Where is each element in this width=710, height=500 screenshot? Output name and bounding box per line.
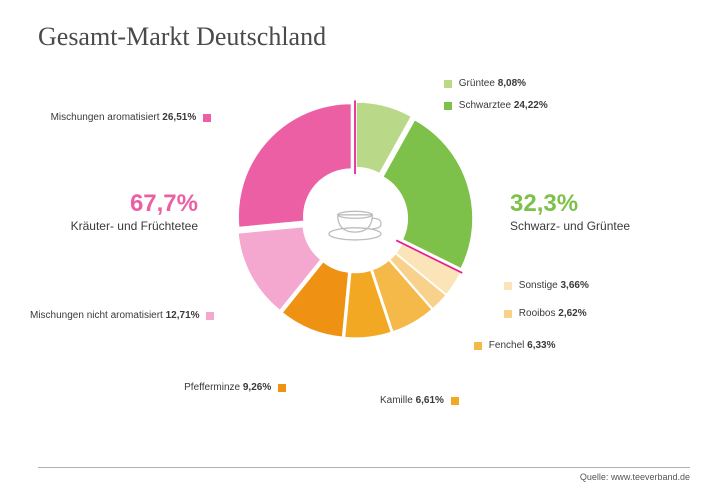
swatch-sonstige [504,282,512,290]
group-right-pct: 32,3% [510,190,630,219]
infographic-frame: Gesamt-Markt Deutschland 67,7% Kräuter- … [0,0,710,500]
swatch-pfefferminze [278,384,286,392]
swatch-gruentee [444,80,452,88]
slice-label-schwarztee: Schwarztee 24,22% [440,100,548,111]
swatch-schwarztee [444,102,452,110]
slice-label-fenchel: Fenchel 6,33% [470,340,556,351]
source-line: Quelle: www.teeverband.de [38,467,690,482]
slice-label-sonstige: Sonstige 3,66% [500,280,589,291]
slice-label-gruentee: Grüntee 8,08% [440,78,526,89]
slice-label-misch-arom: Mischungen aromatisiert 26,51% [45,112,215,123]
swatch-kamille [451,397,459,405]
group-label-left: 67,7% Kräuter- und Früchtetee [58,190,198,233]
slice-label-pfefferminze: Pfefferminze 9,26% [160,382,290,393]
source-prefix: Quelle: [580,472,611,482]
slice-label-rooibos: Rooibos 2,62% [500,308,587,319]
group-right-name: Schwarz- und Grüntee [510,219,630,233]
page-title: Gesamt-Markt Deutschland [38,22,326,52]
group-label-right: 32,3% Schwarz- und Grüntee [510,190,630,233]
group-left-name: Kräuter- und Früchtetee [58,219,198,233]
swatch-fenchel [474,342,482,350]
donut-chart [225,90,485,350]
swatch-misch-nicht [206,312,214,320]
swatch-rooibos [504,310,512,318]
slice-label-kamille: Kamille 6,61% [380,395,463,406]
slice-label-misch-nicht: Mischungen nicht aromatisiert 12,71% [30,310,215,321]
swatch-misch-arom [203,114,211,122]
donut-hole [309,174,401,266]
source-text: www.teeverband.de [611,472,690,482]
group-left-pct: 67,7% [58,190,198,219]
